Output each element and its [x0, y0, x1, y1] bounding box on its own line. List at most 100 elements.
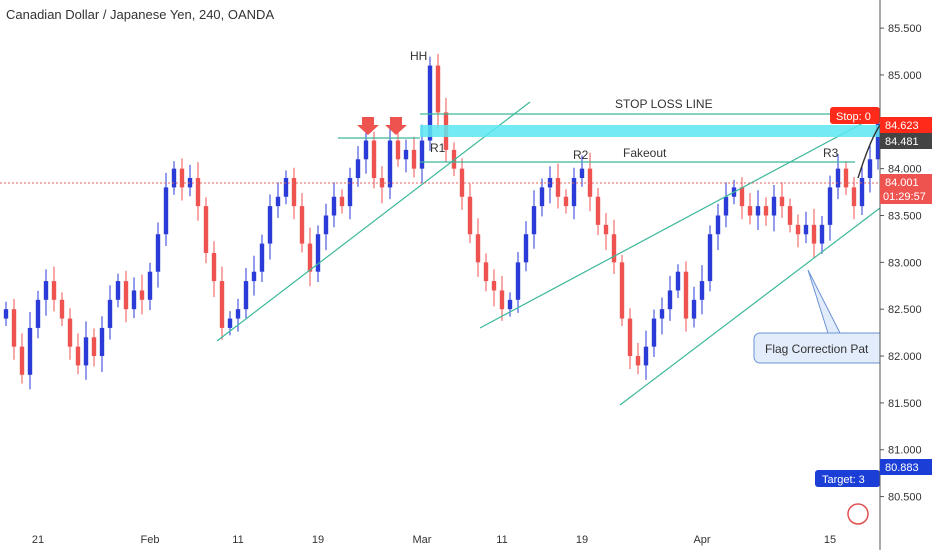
countdown-text: 01:29:57 [883, 191, 926, 203]
candle-body [547, 178, 553, 188]
last-price-tag-text: 84.001 [885, 177, 919, 189]
price-tick-label: 81.000 [888, 445, 922, 457]
candle-body [203, 206, 209, 253]
candle-body [107, 299, 113, 328]
time-tick-label: 21 [32, 534, 44, 546]
price-tick-label: 82.500 [888, 304, 922, 316]
candle-body [795, 224, 801, 235]
price-tick-label: 81.500 [888, 398, 922, 410]
time-tick-label: 19 [576, 534, 588, 546]
candle-body [539, 187, 545, 207]
candle-body [835, 168, 841, 188]
candle-body [491, 281, 497, 291]
candle-body [427, 65, 433, 141]
r3-label: R3 [823, 146, 839, 160]
candle-body [267, 206, 273, 244]
flag-lower-line[interactable] [619, 207, 881, 406]
chart-title: Canadian Dollar / Japanese Yen, 240, OAN… [6, 7, 274, 22]
candle-body [387, 140, 393, 188]
price-tick-label: 80.500 [888, 492, 922, 504]
candle-body [315, 234, 321, 272]
candle-body [627, 318, 633, 357]
candle-body [115, 281, 121, 300]
current-price-tag [880, 133, 932, 149]
candle-body [707, 234, 713, 282]
drawings [0, 101, 895, 406]
candle-body [155, 234, 161, 272]
stop-tag-text: Stop: 0 [836, 111, 871, 123]
candle-body [275, 196, 281, 207]
candle-body [211, 252, 217, 282]
candle-body [355, 159, 361, 179]
hh-label: HH [410, 49, 427, 63]
candle-body [179, 168, 185, 188]
candle-body [827, 187, 833, 225]
candle-body [475, 234, 481, 263]
stop-price-tag-text: 84.623 [885, 120, 919, 132]
candle-body [123, 281, 129, 310]
candle-body [611, 234, 617, 263]
candle-body [411, 149, 417, 169]
candle-body [667, 290, 673, 310]
candle-body [555, 178, 561, 197]
price-axis[interactable] [880, 0, 932, 550]
candle-body [163, 187, 169, 235]
candle-body [219, 281, 225, 328]
time-tick-label: 11 [496, 534, 507, 546]
time-tick-label: 11 [232, 534, 243, 546]
support-line-jan[interactable] [216, 101, 531, 342]
price-axis-ticks: 85.50085.00084.50084.00083.50083.00082.5… [880, 23, 922, 504]
candle-body [51, 281, 57, 300]
candle-body [675, 271, 681, 291]
candle-body [147, 271, 153, 300]
candle-body [875, 123, 881, 160]
candle-body [651, 318, 657, 347]
candle-body [91, 337, 97, 357]
r2-label: R2 [573, 148, 589, 162]
price-tick-label: 82.000 [888, 351, 922, 363]
candle-body [523, 234, 529, 263]
stop-loss-zone[interactable] [420, 125, 880, 137]
candle-body [635, 356, 641, 366]
candle-body [507, 299, 513, 310]
target-price-tag [880, 459, 932, 475]
candle-body [715, 215, 721, 235]
candle-body [347, 178, 353, 207]
stop-tag[interactable] [830, 107, 880, 124]
price-tick-label: 85.000 [888, 70, 922, 82]
candle-body [67, 318, 73, 347]
candle-body [643, 346, 649, 366]
candle-body [299, 206, 305, 244]
flag-upper-line[interactable] [479, 114, 879, 329]
fakeout-label: Fakeout [623, 146, 667, 160]
down-arrow-icon [385, 117, 407, 135]
candle-body [843, 168, 849, 188]
candle-body [331, 196, 337, 216]
candle-body [307, 243, 313, 272]
candle-body [803, 224, 809, 235]
candle-body [499, 290, 505, 310]
candle-body [771, 196, 777, 216]
price-tick-label: 83.000 [888, 257, 922, 269]
projection-curve [857, 124, 881, 179]
candle-body [691, 299, 697, 319]
time-tick-label: Apr [693, 534, 710, 546]
target-price-tag-text: 80.883 [885, 462, 919, 474]
candle-body [867, 159, 873, 179]
candle-body [603, 224, 609, 235]
candle-body [579, 168, 585, 179]
candle-body [251, 271, 257, 282]
time-tick-label: 15 [824, 534, 836, 546]
candle-body [723, 196, 729, 216]
candle-body [595, 196, 601, 225]
candle-body [19, 346, 25, 375]
target-tag[interactable] [815, 470, 880, 487]
candle-body [35, 299, 41, 328]
candle-body [763, 206, 769, 216]
candle-body [459, 168, 465, 197]
candle-body [131, 290, 137, 310]
candle-body [99, 327, 105, 357]
candle-body [619, 262, 625, 319]
candle-body [531, 206, 537, 235]
